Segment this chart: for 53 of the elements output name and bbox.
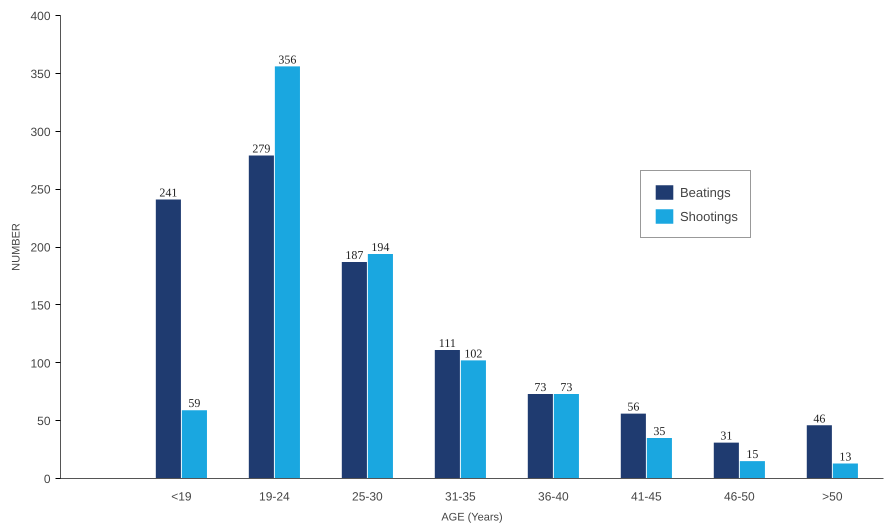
y-tick-label: 150: [30, 298, 51, 312]
y-tick-label: 400: [30, 9, 51, 23]
y-tick-label: 200: [30, 240, 51, 254]
data-label: 194: [371, 240, 390, 254]
data-label: 356: [278, 52, 296, 66]
x-tick-label: 36-40: [538, 490, 570, 504]
data-label: 102: [464, 346, 482, 360]
bar: [182, 410, 207, 478]
data-label: 35: [653, 424, 666, 438]
x-tick-label: 41-45: [631, 490, 662, 504]
bar: [460, 360, 486, 478]
data-label: 56: [627, 400, 640, 414]
bar: [342, 262, 367, 478]
bar: [714, 442, 739, 478]
data-label: 73: [534, 380, 546, 394]
data-label: 31: [720, 428, 732, 443]
bar: [832, 463, 858, 478]
bar: [248, 156, 274, 478]
y-tick-label: 250: [30, 182, 51, 197]
bar: [368, 254, 393, 478]
y-axis-title: NUMBER: [10, 223, 22, 271]
x-axis-title: AGE (Years): [441, 512, 503, 524]
x-tick-label: <19: [171, 490, 192, 504]
data-label: 73: [560, 380, 572, 394]
y-tick-label: 350: [30, 66, 51, 81]
bar: [274, 66, 300, 478]
x-tick-label: 25-30: [352, 490, 384, 504]
bar: [806, 425, 832, 478]
data-label: 59: [188, 396, 200, 410]
data-label: 46: [813, 411, 826, 426]
bar: [554, 394, 579, 478]
bar: [156, 200, 181, 478]
x-tick-label: 19-24: [259, 490, 290, 504]
y-tick-label: 100: [30, 356, 51, 370]
x-tick-label: 46-50: [724, 490, 756, 504]
bar: [740, 461, 765, 478]
data-label: 241: [159, 186, 178, 200]
bar: [528, 394, 553, 478]
bar: [646, 438, 672, 478]
data-label: 15: [746, 447, 758, 462]
data-label: 187: [345, 248, 364, 262]
x-tick-label: 31-35: [445, 490, 476, 504]
data-label: 13: [839, 449, 852, 464]
y-tick-label: 50: [37, 414, 51, 428]
x-tick-label: >50: [822, 490, 843, 504]
bar: [620, 414, 646, 478]
legend-label: Shootings: [680, 208, 738, 224]
data-label: 279: [252, 142, 270, 156]
bar: [434, 350, 460, 478]
legend-label: Beatings: [680, 184, 731, 200]
y-tick-label: 300: [30, 124, 51, 139]
data-label: 111: [438, 336, 456, 350]
y-tick-label: 0: [44, 472, 51, 486]
